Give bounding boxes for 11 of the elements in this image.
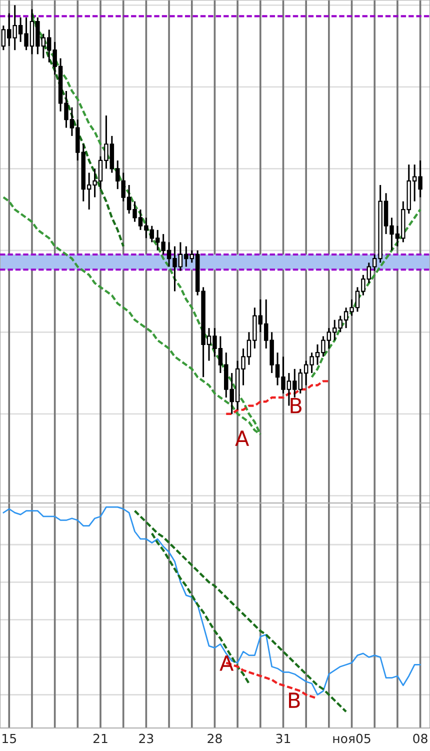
annotation: B <box>289 692 300 708</box>
text: A <box>235 430 250 446</box>
annotation: A <box>220 656 234 671</box>
x-tick-label: 21 <box>93 734 108 744</box>
x-tick-label: 28 <box>208 734 222 744</box>
x-tick-label: 31 <box>276 734 290 744</box>
x-tick-label: 23 <box>139 734 154 744</box>
x-tick-label: 08 <box>413 734 428 744</box>
annotation: B <box>290 398 302 414</box>
x-tick-label: 15 <box>2 734 16 744</box>
x-tick-label: ноя05 <box>333 734 370 744</box>
